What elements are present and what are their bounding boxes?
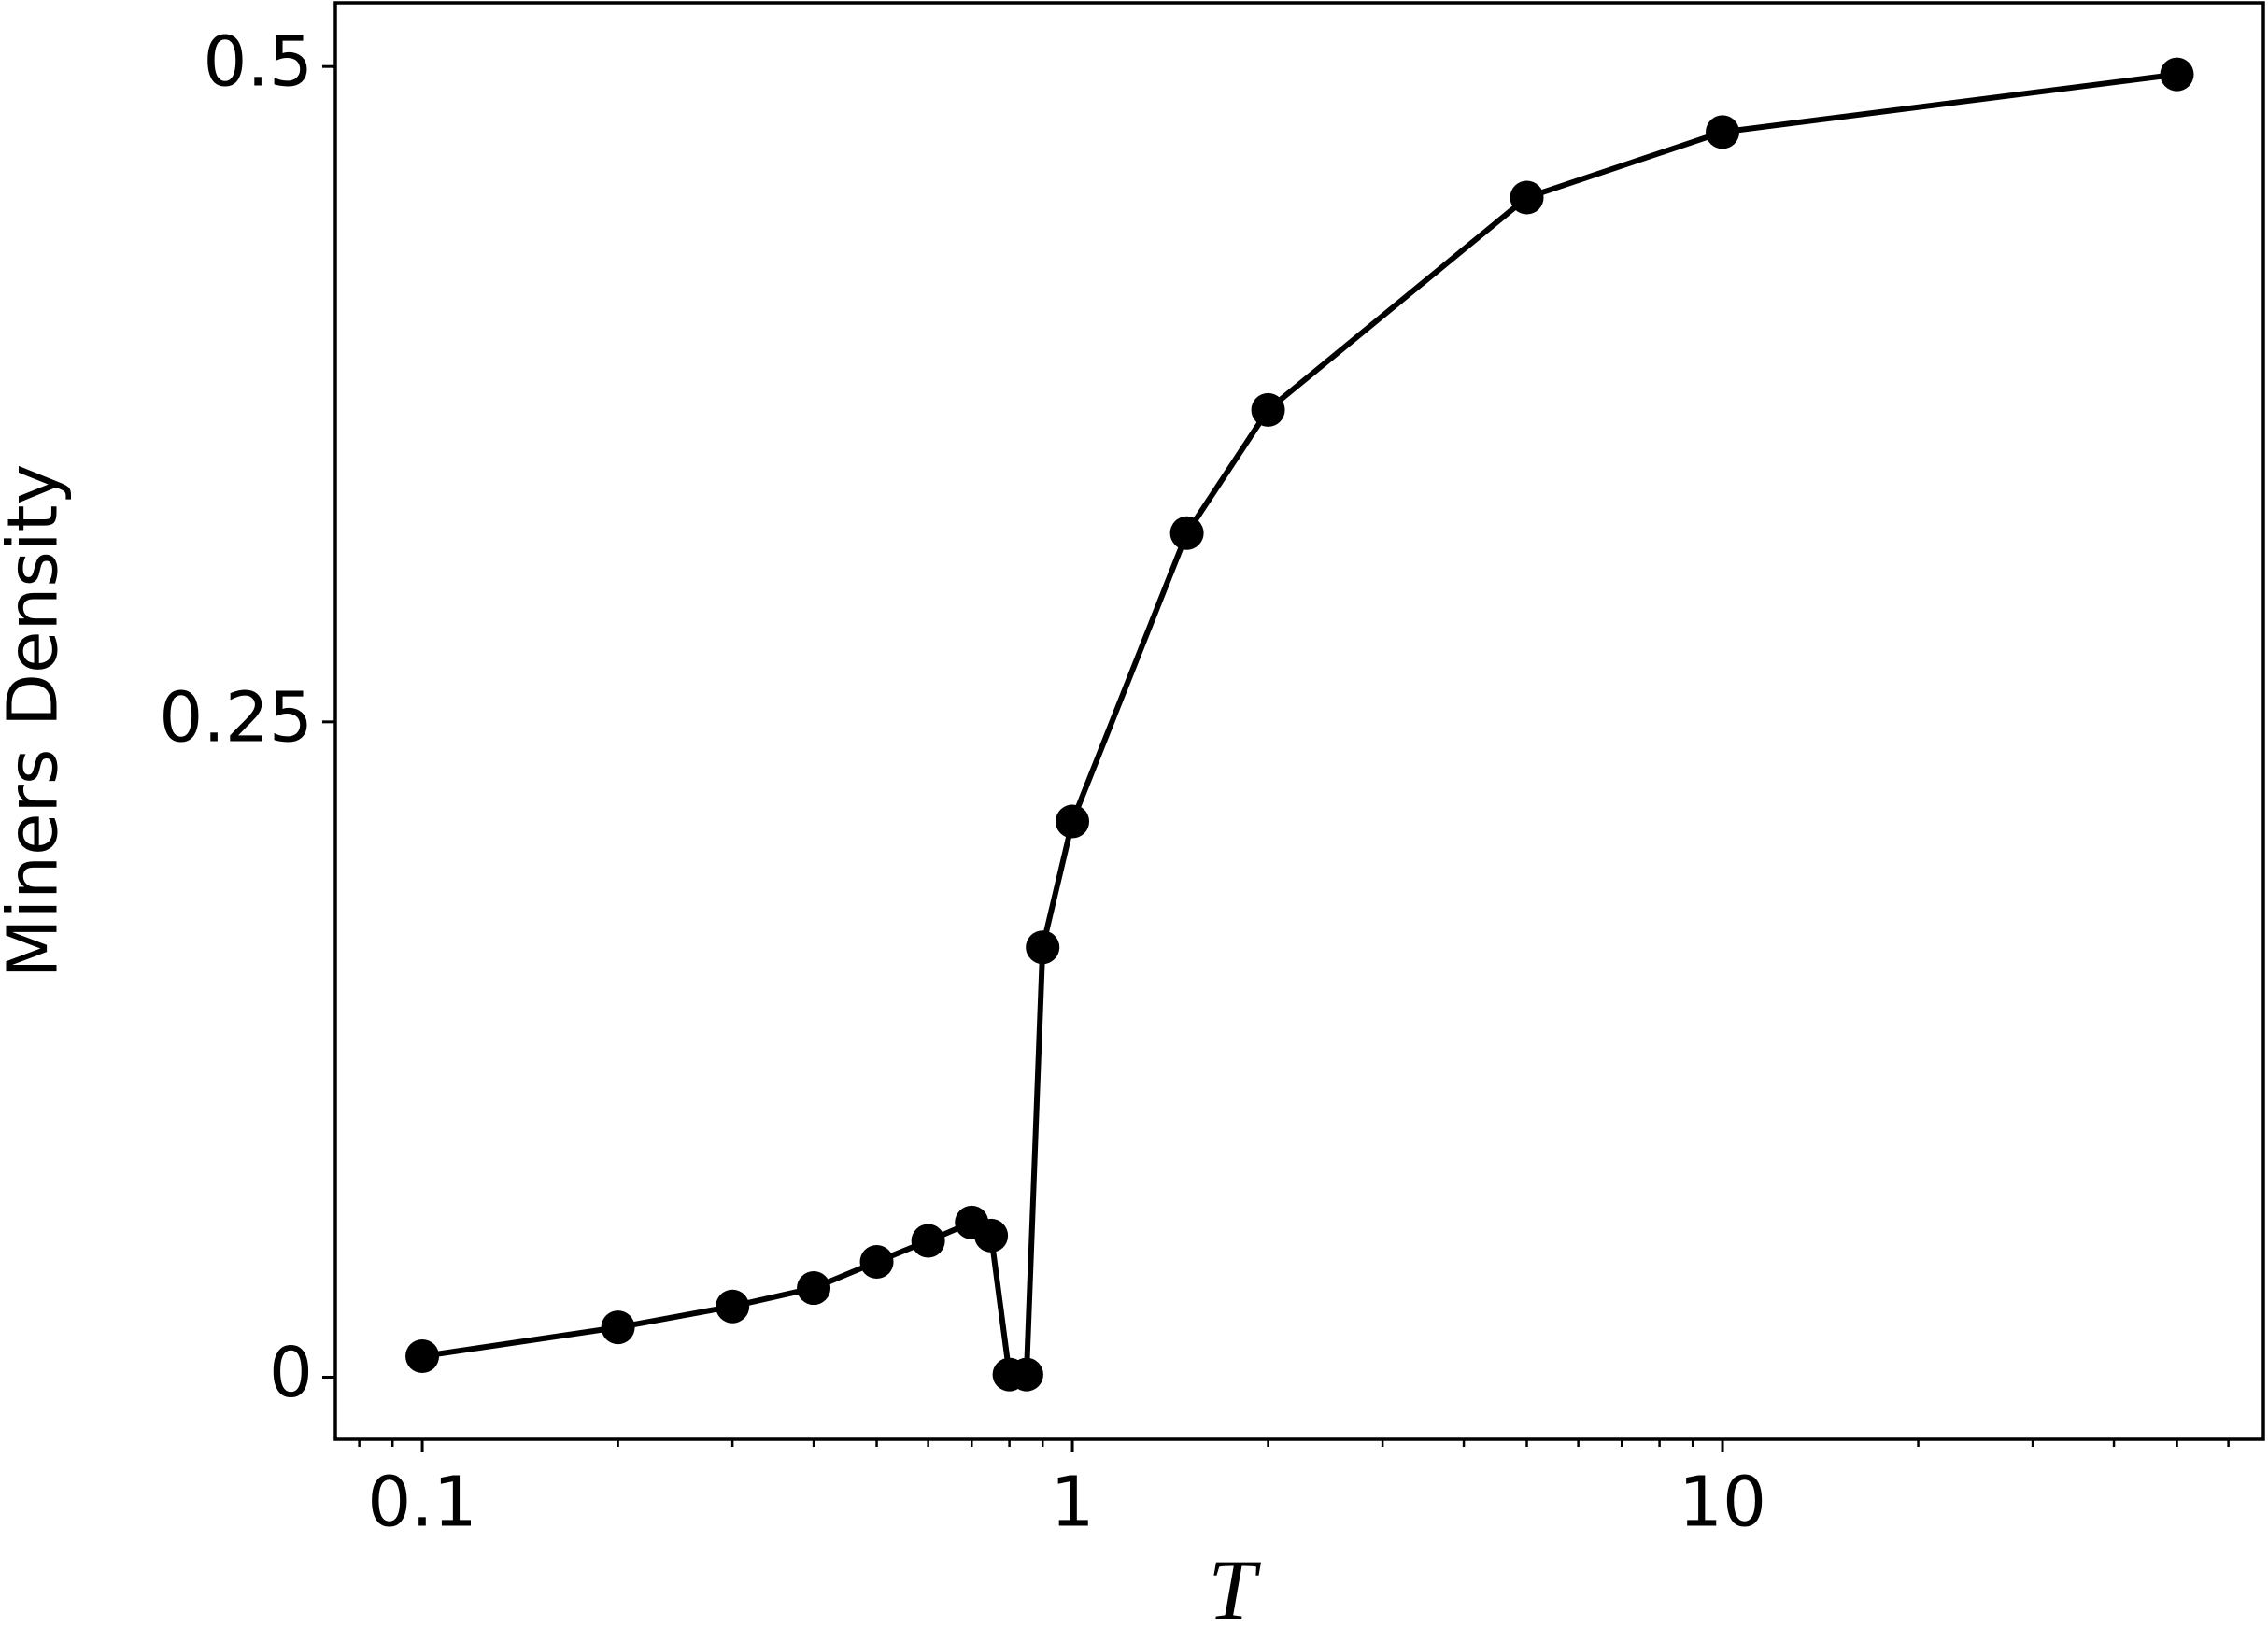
y-tick-label: 0 <box>269 1333 313 1413</box>
data-point <box>1510 180 1544 215</box>
data-point <box>716 1289 750 1324</box>
data-point <box>974 1218 1009 1253</box>
data-point <box>797 1271 831 1306</box>
data-point <box>1706 115 1740 149</box>
y-tick-label: 0.5 <box>203 22 313 103</box>
data-point <box>1251 392 1285 427</box>
x-tick-label: 0.1 <box>367 1463 477 1543</box>
data-point <box>405 1339 440 1374</box>
data-point <box>911 1224 945 1258</box>
data-point <box>1009 1357 1043 1392</box>
data-point <box>2160 57 2194 92</box>
y-axis-label: Miners Density <box>0 464 74 979</box>
y-tick-label: 0.25 <box>159 677 313 757</box>
plot-frame <box>333 1 2265 1441</box>
data-line <box>421 71 2177 1378</box>
data-point <box>1056 804 1090 839</box>
x-axis-label: T <box>1208 1542 1261 1637</box>
data-point <box>1169 516 1204 550</box>
data-point <box>859 1244 894 1279</box>
data-point <box>1026 930 1060 965</box>
data-point <box>601 1310 635 1345</box>
x-tick-label: 10 <box>1679 1463 1766 1543</box>
x-tick-label: 1 <box>1050 1463 1094 1543</box>
